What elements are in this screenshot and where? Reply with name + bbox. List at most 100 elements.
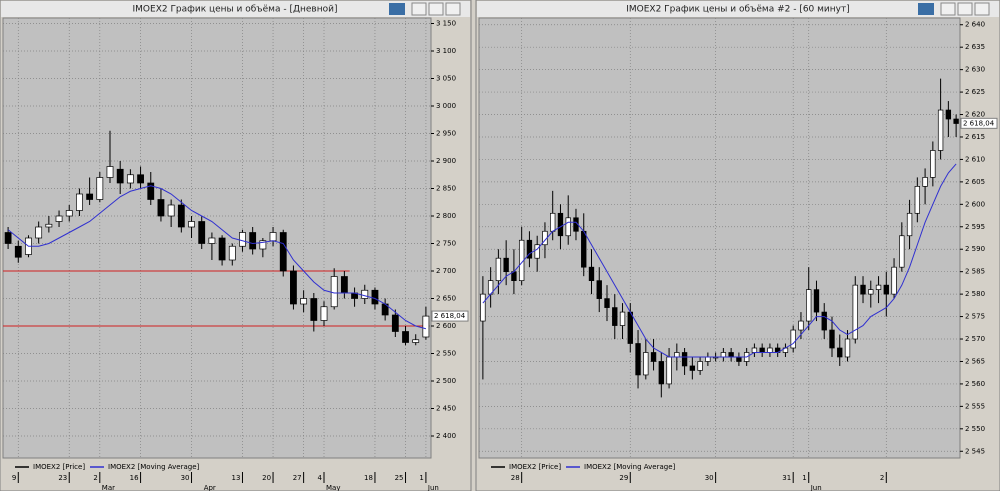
- candle-body: [565, 217, 571, 237]
- candle-body: [728, 352, 734, 358]
- candle-body: [147, 182, 155, 200]
- candle-body: [96, 177, 104, 200]
- candle-body: [829, 329, 835, 349]
- y-tick-label: 2 570: [965, 335, 985, 343]
- candle-body: [14, 245, 22, 258]
- x-tick-label: 18: [364, 474, 373, 482]
- y-tick-label: 2 605: [965, 178, 985, 186]
- legend-label: IMOEX2 [Price]: [33, 463, 85, 471]
- candle-body: [198, 221, 206, 244]
- candle-body: [868, 289, 874, 295]
- y-tick-label: 2 640: [965, 21, 985, 29]
- candle-body: [340, 276, 348, 294]
- candle-body: [705, 356, 711, 362]
- candle-body: [736, 356, 742, 362]
- last-price-label: 2 618,04: [963, 119, 995, 127]
- candle-body: [106, 166, 114, 178]
- x-tick-label: 23: [58, 474, 67, 482]
- candle-body: [852, 284, 858, 340]
- candle-body: [300, 298, 308, 305]
- candle-body: [674, 352, 680, 358]
- candle-body: [86, 193, 94, 200]
- candle-body: [177, 204, 185, 228]
- close-button[interactable]: [445, 2, 461, 16]
- candle-body: [76, 193, 83, 211]
- month-label: May: [326, 484, 340, 491]
- y-tick-label: 2 400: [436, 432, 456, 440]
- y-tick-label: 2 635: [965, 43, 985, 51]
- x-tick-label: 9: [12, 474, 16, 482]
- candle-body: [906, 212, 913, 237]
- candle-body: [35, 226, 43, 239]
- candle-body: [821, 311, 827, 331]
- x-tick-label: 25: [395, 474, 404, 482]
- y-tick-label: 3 100: [436, 47, 456, 55]
- candle-body: [813, 289, 820, 313]
- maximize-button[interactable]: [957, 2, 973, 16]
- maximize-button[interactable]: [428, 2, 444, 16]
- legend-label: IMOEX2 [Moving Average]: [108, 463, 200, 471]
- candle-body: [137, 174, 144, 184]
- candle-body: [208, 237, 216, 244]
- candle-body: [650, 352, 657, 362]
- candle-body: [218, 237, 226, 261]
- candle-body: [330, 276, 338, 308]
- candle-body: [798, 320, 804, 331]
- y-tick-label: 2 630: [965, 66, 985, 74]
- month-label: Mar: [102, 484, 115, 491]
- candle-body: [844, 338, 851, 358]
- y-tick-label: 2 950: [436, 130, 456, 138]
- candle-body: [503, 257, 509, 273]
- candle-body: [320, 306, 328, 321]
- x-tick-label: 2: [93, 474, 97, 482]
- pin-button[interactable]: [918, 3, 934, 15]
- candle-body: [65, 210, 73, 217]
- candle-body: [643, 352, 649, 376]
- y-tick-label: 2 610: [965, 155, 985, 163]
- x-tick-label: 28: [511, 474, 520, 482]
- x-tick-label: 30: [181, 474, 190, 482]
- candle-body: [658, 361, 664, 385]
- y-tick-label: 2 595: [965, 223, 985, 231]
- candle-body: [635, 343, 641, 376]
- x-tick-label: 16: [130, 474, 139, 482]
- candle-body: [279, 232, 287, 272]
- x-tick-label: 31: [782, 474, 791, 482]
- candle-body: [557, 212, 564, 237]
- y-tick-label: 2 565: [965, 357, 985, 365]
- y-tick-label: 2 550: [436, 350, 456, 358]
- y-tick-label: 2 560: [965, 380, 985, 388]
- candle-body: [126, 174, 134, 184]
- last-price-box: [960, 117, 998, 129]
- title-bar: [477, 1, 999, 17]
- y-tick-label: 2 750: [436, 240, 456, 248]
- candle-body: [883, 284, 889, 295]
- candle-body: [922, 177, 928, 187]
- candle-body: [259, 240, 267, 250]
- plot-area: [478, 17, 961, 459]
- y-tick-label: 2 580: [965, 290, 985, 298]
- candle-body: [937, 109, 944, 151]
- candle-body: [751, 347, 758, 353]
- candle-body: [239, 232, 246, 247]
- y-tick-label: 2 700: [436, 267, 456, 275]
- x-tick-label: 1: [802, 474, 806, 482]
- candle-body: [681, 352, 688, 367]
- y-tick-label: 2 800: [436, 212, 456, 220]
- pin-button[interactable]: [389, 3, 405, 15]
- candle-body: [945, 109, 952, 120]
- y-tick-label: 2 850: [436, 185, 456, 193]
- candle-body: [55, 215, 63, 222]
- close-button[interactable]: [974, 2, 990, 16]
- minimize-button[interactable]: [940, 2, 956, 16]
- candle-body: [837, 347, 843, 358]
- candle-body: [157, 199, 165, 217]
- y-tick-label: 2 615: [965, 133, 985, 141]
- title-bar: [1, 1, 470, 17]
- candle-body: [167, 204, 175, 217]
- x-tick-label: 30: [705, 474, 714, 482]
- candle-body: [412, 339, 420, 343]
- candle-body: [914, 186, 921, 214]
- minimize-button[interactable]: [411, 2, 427, 16]
- candle-body: [767, 347, 773, 353]
